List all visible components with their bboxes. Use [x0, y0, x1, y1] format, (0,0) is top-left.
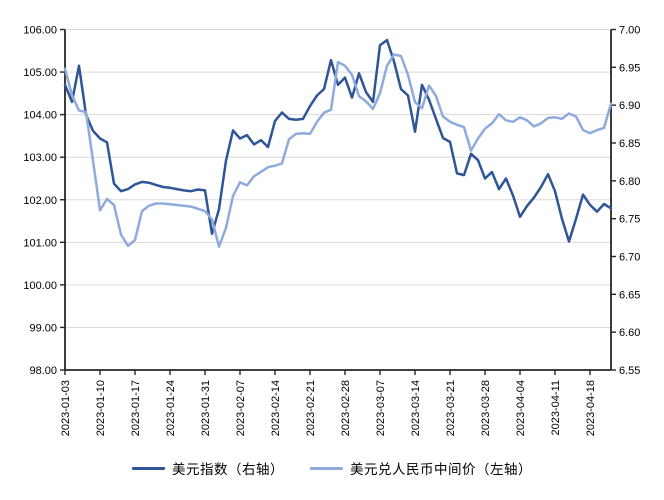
left-axis-tick-label: 100.00 [23, 280, 57, 292]
legend-item-usd-index: 美元指数（右轴） [132, 458, 284, 478]
legend: 美元指数（右轴） 美元兑人民币中间价（左轴） [0, 458, 664, 478]
left-axis-tick-label: 103.00 [23, 152, 57, 164]
left-axis-tick-label: 102.00 [23, 195, 57, 207]
x-axis-tick-label: 2023-04-11 [550, 380, 562, 435]
series-line-usd-index [63, 38, 613, 243]
x-axis-tick-label: 2023-04-04 [515, 380, 527, 436]
left-axis-tick-label: 99.00 [29, 322, 57, 334]
right-axis-tick-label: 6.80 [619, 176, 640, 188]
left-axis-tick-label: 98.00 [29, 365, 57, 377]
right-axis-tick-label: 6.70 [619, 252, 640, 264]
left-axis-tick-label: 101.00 [23, 237, 57, 249]
x-axis-tick-label: 2023-01-24 [165, 380, 177, 436]
legend-item-usdcny-parity: 美元兑人民币中间价（左轴） [310, 458, 532, 478]
x-axis-tick-label: 2023-03-21 [445, 380, 457, 436]
usd-index-line-swatch [132, 466, 165, 470]
right-axis-tick-label: 7.00 [619, 25, 640, 37]
left-axis-tick-label: 104.00 [23, 110, 57, 122]
chart-background [0, 0, 664, 455]
left-axis-tick-label: 106.00 [23, 25, 57, 37]
x-axis-tick-label: 2023-02-21 [305, 380, 317, 436]
x-axis-tick-label: 2023-03-07 [375, 380, 387, 436]
x-axis-tick-label: 2023-04-18 [585, 380, 597, 436]
right-axis-tick-label: 6.65 [619, 289, 640, 301]
x-axis-tick-label: 2023-03-28 [480, 380, 492, 436]
left-axis-tick-label: 105.00 [23, 67, 57, 79]
x-axis-tick-label: 2023-03-14 [410, 380, 422, 436]
usdcny-parity-line-swatch [310, 466, 343, 470]
x-axis-tick-label: 2023-02-28 [340, 380, 352, 436]
legend-label-usd-index: 美元指数（右轴） [172, 462, 284, 477]
dual-axis-line-chart: 106.00 105.00 104.00 103.00 102.00 101.00 100.… [0, 0, 664, 455]
x-axis-tick-label: 2023-02-14 [270, 380, 282, 436]
right-axis-tick-label: 6.55 [619, 365, 640, 377]
right-axis-tick-label: 6.85 [619, 138, 640, 150]
series-line-usdcny-parity [63, 53, 613, 248]
right-axis-tick-label: 6.60 [619, 327, 640, 339]
x-axis-tick-label: 2023-01-17 [130, 380, 142, 436]
legend-label-usdcny-parity: 美元兑人民币中间价（左轴） [350, 462, 532, 477]
x-axis-tick-label: 2023-01-31 [200, 380, 212, 436]
right-axis-tick-label: 6.75 [619, 214, 640, 226]
x-axis-tick-label: 2023-01-10 [95, 380, 107, 436]
x-axis-tick-label: 2023-01-03 [60, 380, 72, 436]
x-axis-tick-label: 2023-02-07 [235, 380, 247, 436]
right-axis-tick-label: 6.90 [619, 100, 640, 112]
right-axis-tick-label: 6.95 [619, 62, 640, 74]
